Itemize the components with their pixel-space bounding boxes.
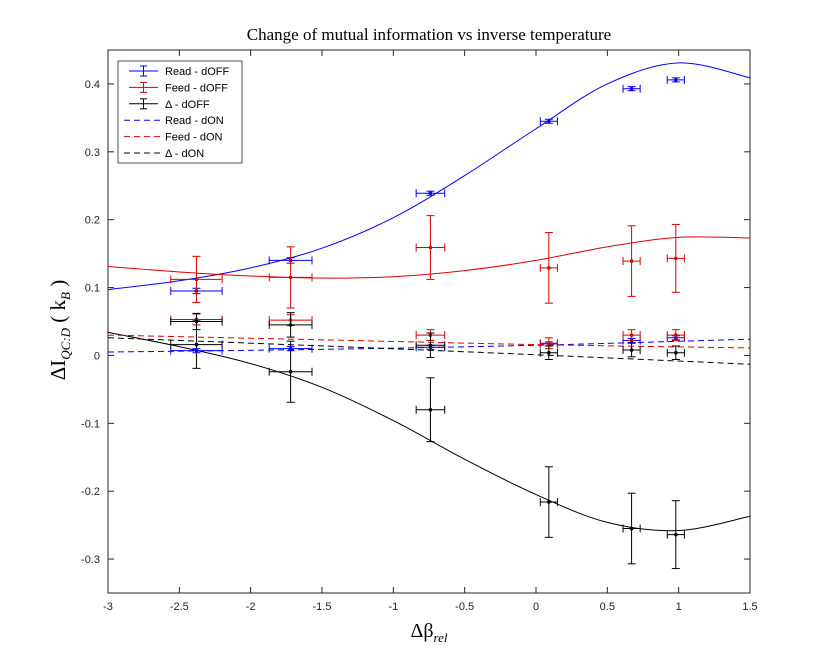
data-marker	[194, 319, 199, 324]
legend-entry: Δ - dOFF	[129, 98, 210, 111]
data-point	[622, 492, 641, 565]
legend-label: Read - dON	[165, 115, 224, 127]
x-tick-label: -0.5	[455, 601, 474, 613]
plot-frame	[107, 49, 751, 594]
data-marker	[547, 350, 551, 355]
y-tick-label: 0.3	[85, 147, 100, 159]
y-tick-label: 0	[94, 350, 100, 362]
data-marker	[674, 333, 678, 337]
data-marker	[629, 86, 634, 91]
y-tick-label: 0.4	[85, 79, 100, 91]
y-axis-ticks: -0.3 -0.2 -0.1 0 0.1 0.2 0.3 0.4	[81, 79, 750, 566]
x-axis-ticks: -3 -2.5 -2 -1.5 -1 -0.5 0 0.5 1 1.5	[103, 50, 758, 613]
data-marker	[547, 500, 551, 504]
data-marker	[288, 346, 293, 351]
data-point	[666, 500, 685, 570]
x-axis-label: Δβrel	[410, 620, 447, 645]
y-axis-label: ΔIQC:D ( kB )	[46, 280, 73, 380]
legend-entry: Δ - dON	[124, 148, 204, 160]
data-marker	[674, 350, 678, 355]
data-marker	[194, 348, 199, 353]
data-point	[415, 215, 446, 280]
x-tick-label: 0.5	[600, 601, 615, 613]
y-tick-label: -0.1	[81, 418, 100, 430]
data-point	[622, 84, 641, 93]
y-tick-label: 0.2	[85, 215, 100, 227]
x-tick-label: -1.5	[313, 601, 332, 613]
legend-label: Δ - dON	[165, 148, 204, 160]
data-marker	[629, 348, 634, 352]
legend: Read - dOFF Feed - dOFF Δ - dOFF Read - dON…	[117, 60, 243, 164]
legend-label: Δ - dOFF	[165, 99, 210, 111]
legend-entry: Read - dON	[124, 115, 224, 127]
data-marker	[674, 78, 678, 82]
y-tick-label: -0.3	[81, 554, 100, 566]
data-marker	[547, 119, 551, 124]
data-marker	[674, 256, 678, 261]
legend-label: Read - dOFF	[165, 66, 229, 78]
data-point	[539, 345, 558, 361]
data-point	[539, 232, 558, 304]
data-marker	[428, 343, 433, 348]
legend-label: Feed - dON	[165, 132, 223, 144]
data-point	[666, 223, 685, 293]
chart-title: Change of mutual information vs inverse …	[247, 25, 611, 44]
data-point	[666, 75, 685, 84]
data-marker	[629, 259, 634, 263]
data-point	[268, 246, 313, 309]
series-line	[107, 334, 751, 349]
y-tick-label: -0.2	[81, 486, 100, 498]
data-marker	[547, 266, 551, 270]
data-marker	[288, 369, 293, 374]
data-point	[622, 342, 641, 358]
data-point	[622, 329, 641, 342]
data-point	[170, 312, 223, 331]
plot-area	[107, 49, 751, 594]
data-point	[666, 345, 685, 361]
data-marker	[288, 323, 293, 327]
x-tick-label: 1.5	[742, 601, 757, 613]
data-marker	[674, 532, 678, 537]
x-tick-label: 1	[676, 601, 682, 613]
data-marker	[194, 342, 199, 347]
data-marker	[194, 277, 199, 282]
series-errorbars	[170, 75, 685, 570]
data-point	[268, 344, 313, 353]
data-marker	[428, 407, 433, 412]
data-marker	[428, 245, 433, 250]
data-point	[268, 340, 313, 403]
data-point	[539, 466, 558, 538]
legend-entry: Read - dOFF	[129, 65, 229, 78]
series-line	[107, 236, 751, 279]
data-point	[415, 189, 446, 198]
x-tick-label: -2	[246, 601, 256, 613]
y-tick-label: 0.1	[85, 283, 100, 295]
x-tick-label: 0	[533, 601, 539, 613]
data-marker	[288, 275, 293, 280]
legend-entry: Feed - dOFF	[129, 81, 228, 94]
series-line	[107, 331, 751, 532]
data-point	[415, 377, 446, 443]
x-tick-label: -1	[388, 601, 398, 613]
data-marker	[428, 191, 433, 196]
data-point	[622, 225, 641, 297]
data-point	[666, 329, 685, 342]
data-point	[539, 117, 558, 126]
x-tick-label: -3	[103, 601, 113, 613]
data-point	[415, 332, 446, 358]
data-point	[268, 312, 313, 338]
data-marker	[629, 333, 634, 337]
legend-label: Feed - dOFF	[165, 82, 228, 94]
data-point	[170, 346, 223, 355]
legend-entry: Feed - dON	[124, 132, 223, 144]
data-marker	[629, 526, 634, 531]
legend-box	[117, 60, 243, 164]
data-marker	[547, 341, 551, 346]
data-point	[170, 255, 223, 303]
series-line	[107, 337, 751, 365]
x-tick-label: -2.5	[170, 601, 189, 613]
